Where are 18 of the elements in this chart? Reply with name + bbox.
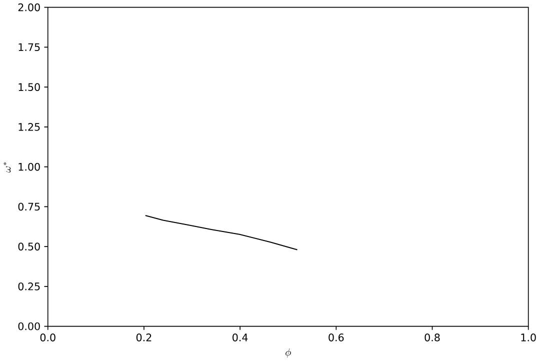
x-tick-label: 0.6 (328, 334, 344, 342)
y-tick-label: 0.00 (18, 322, 40, 330)
x-tick-label: 0.8 (424, 334, 440, 342)
y-tick-label: 2.00 (18, 3, 40, 12)
x-axis-title: $\phi$ (286, 348, 291, 358)
y-axis-title: $\omega^*$ (3, 162, 11, 172)
y-tick-label: 1.00 (18, 162, 40, 171)
x-tick-label: 1.0 (521, 334, 536, 342)
y-tick-label: 1.50 (18, 83, 40, 91)
x-tick-label: 0.4 (232, 334, 248, 342)
y-tick-label: 1.75 (18, 43, 40, 52)
y-tick-label: 0.50 (18, 242, 40, 250)
line-series (144, 214, 298, 250)
y-tick-label: 1.25 (18, 123, 40, 131)
y-tick-label: 0.75 (18, 202, 40, 211)
y-tick-label: 0.25 (18, 282, 40, 290)
x-tick-label: 0.2 (136, 334, 152, 342)
x-tick-label: 0.0 (40, 334, 56, 342)
